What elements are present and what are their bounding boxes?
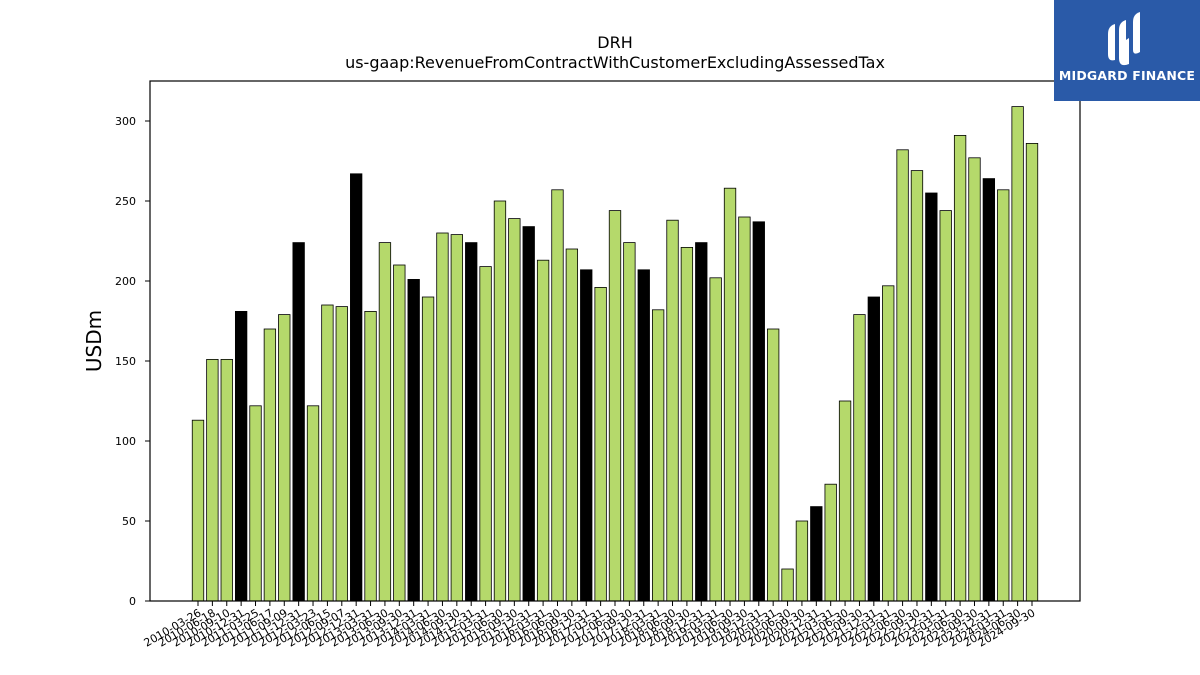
- bar: [709, 277, 722, 602]
- y-ticks-group: 0 50 100 150 200 250 300: [115, 115, 150, 608]
- y-tick-label: 200: [115, 275, 136, 288]
- brand-logo: MIDGARD FINANCE: [1054, 0, 1200, 101]
- bar: [407, 278, 420, 602]
- bar: [436, 232, 449, 602]
- bar: [450, 234, 463, 602]
- bar: [234, 310, 248, 602]
- bar: [465, 242, 478, 602]
- bar: [206, 358, 219, 602]
- bar: [421, 296, 435, 602]
- bar: [479, 266, 492, 602]
- bar: [1011, 106, 1024, 602]
- bar: [350, 173, 363, 602]
- bar: [364, 310, 377, 602]
- x-ticks-group: 2010-03-262010-06-182010-09-102010-12-31…: [142, 601, 1038, 650]
- bar: [896, 149, 909, 602]
- y-tick-label: 50: [122, 515, 136, 528]
- y-tick-label: 0: [129, 595, 136, 608]
- bar: [493, 200, 507, 602]
- bar: [378, 242, 392, 602]
- bar: [551, 189, 564, 602]
- y-tick-label: 250: [115, 195, 136, 208]
- bar: [191, 419, 205, 602]
- bars-group: [191, 106, 1039, 602]
- bar: [278, 314, 291, 602]
- bar: [335, 306, 348, 602]
- bar: [882, 285, 895, 602]
- bar: [968, 157, 981, 602]
- chart-title: DRH: [597, 33, 632, 52]
- bar: [623, 242, 636, 602]
- bar: [220, 358, 233, 602]
- bar: [608, 210, 622, 602]
- y-axis-label: USDm: [82, 310, 106, 372]
- bar: [795, 520, 809, 602]
- bar: [925, 192, 938, 602]
- bar: [321, 304, 334, 602]
- bar: [292, 242, 305, 602]
- brand-name: MIDGARD FINANCE: [1058, 68, 1196, 83]
- bar: [536, 259, 550, 602]
- bar: [666, 219, 679, 602]
- bar: [1025, 142, 1039, 602]
- bar: [565, 248, 579, 602]
- bar: [767, 328, 780, 602]
- y-tick-label: 150: [115, 355, 136, 368]
- bar: [723, 187, 737, 602]
- y-tick-label: 100: [115, 435, 136, 448]
- bar: [393, 264, 406, 602]
- logo-mark-icon: [1108, 12, 1140, 66]
- bar: [838, 400, 852, 602]
- bar: [738, 216, 751, 602]
- bar: [810, 506, 823, 602]
- bar: [580, 269, 593, 602]
- bar: [953, 134, 967, 602]
- chart-subtitle: us-gaap:RevenueFromContractWithCustomerE…: [345, 53, 885, 72]
- bar: [781, 568, 794, 602]
- bar: [508, 218, 521, 602]
- bar: [939, 210, 952, 602]
- plot-frame: [149, 80, 1081, 602]
- bar: [867, 296, 880, 602]
- bar: [651, 309, 665, 602]
- bar: [997, 189, 1010, 602]
- bar: [263, 328, 277, 602]
- bar: [910, 170, 924, 602]
- bar: [695, 242, 708, 602]
- bar: [982, 178, 996, 602]
- bar: [249, 405, 262, 602]
- bar: [594, 286, 607, 602]
- bar: [752, 221, 765, 602]
- bar: [853, 314, 866, 602]
- bar: [522, 226, 535, 602]
- bar: [637, 269, 650, 602]
- y-tick-label: 300: [115, 115, 136, 128]
- bar: [824, 483, 837, 602]
- bar: [306, 405, 320, 602]
- bar: [680, 246, 694, 602]
